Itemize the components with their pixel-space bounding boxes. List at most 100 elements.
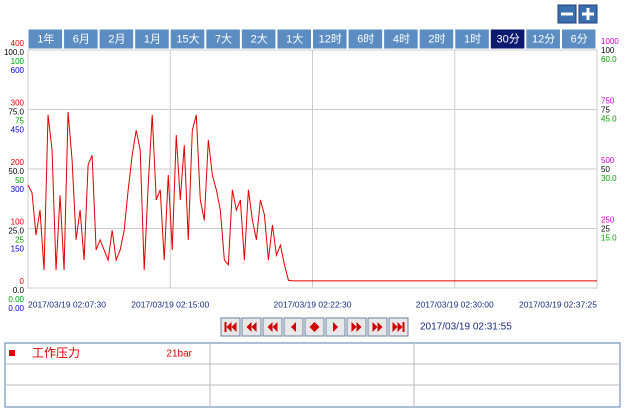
tab-label: 12时 — [319, 32, 342, 45]
y-tick-label: 100 — [11, 57, 25, 66]
tab-label: 6月 — [73, 33, 90, 45]
legend-reading: 21bar — [166, 349, 192, 360]
tab-label: 2大 — [251, 31, 268, 45]
y-tick-label: 100 — [11, 218, 25, 227]
y-tick-label: 25 — [15, 236, 24, 245]
x-tick-label: 2017/03/19 02:30:00 — [416, 299, 494, 309]
tab-background — [418, 28, 455, 50]
icon — [372, 322, 378, 332]
range-tab[interactable]: 6月 — [63, 28, 99, 50]
range-tab[interactable]: 2月 — [98, 28, 135, 50]
range-tab[interactable]: 2大 — [240, 28, 277, 50]
tab-background — [205, 28, 241, 50]
x-tick-label: 2017/03/19 02:15:00 — [131, 299, 209, 309]
nav-button[interactable] — [283, 317, 304, 337]
icon — [377, 322, 383, 332]
tab-label: 1大 — [286, 31, 303, 45]
tab-background — [383, 28, 419, 50]
tab-background — [169, 28, 206, 50]
nav-button[interactable] — [346, 317, 367, 337]
tab-label: 1年 — [37, 31, 54, 45]
tab-label: 2月 — [108, 33, 125, 45]
range-tab[interactable]: 2时 — [418, 28, 455, 50]
tab-label: 6分 — [571, 32, 588, 45]
y-tick-label: 50.0 — [8, 167, 24, 176]
icon — [272, 322, 278, 332]
nav-button[interactable] — [220, 317, 241, 337]
data-line — [27, 111, 597, 282]
nav-button[interactable] — [241, 317, 262, 337]
tab-label: 1月 — [144, 33, 161, 45]
icon — [226, 322, 232, 332]
range-tab[interactable]: 6分 — [560, 28, 597, 50]
nav-button[interactable] — [388, 317, 409, 337]
y-tick-label: 75.0 — [8, 108, 24, 117]
y-tick-label: 100.0 — [4, 48, 25, 57]
y-tick-label: 200 — [11, 158, 25, 167]
y-tick-label: 600 — [11, 66, 25, 75]
y-tick-label: 0 — [20, 277, 25, 286]
y-tick-label: 250 — [601, 216, 615, 225]
tab-background — [312, 28, 348, 50]
tab-background — [560, 28, 597, 50]
y-tick-label: 15.0 — [601, 234, 617, 243]
tab-label: 15大 — [176, 31, 199, 45]
range-tab[interactable]: 30分 — [489, 28, 526, 50]
tab-background — [240, 28, 277, 50]
tab-label: 2时 — [428, 32, 445, 45]
y-tick-label: 100 — [601, 46, 615, 55]
nav-button[interactable] — [262, 317, 283, 337]
y-tick-label: 50 — [601, 165, 610, 174]
tab-label: 1时 — [464, 32, 481, 45]
legend-name: 工作压力 — [32, 346, 80, 360]
range-tab[interactable]: 1月 — [134, 28, 170, 50]
icon — [309, 322, 315, 332]
range-tab[interactable]: 4时 — [383, 28, 419, 50]
range-tab[interactable]: 7大 — [205, 28, 241, 50]
y-tick-label: 0.00 — [8, 295, 24, 304]
x-tick-label: 2017/03/19 02:22:30 — [274, 299, 352, 309]
y-tick-label: 450 — [11, 126, 25, 135]
tab-label: 12分 — [532, 32, 555, 45]
nav-button[interactable] — [304, 317, 325, 337]
zoom-in-button[interactable] — [578, 4, 598, 24]
icon — [251, 322, 257, 332]
icon — [246, 322, 252, 332]
tab-background — [276, 28, 312, 50]
icon — [267, 322, 273, 332]
navigation-buttons — [220, 317, 409, 337]
nav-button[interactable] — [325, 317, 346, 337]
tab-label: 4时 — [393, 32, 410, 45]
y-tick-label: 1000 — [601, 37, 619, 46]
icon — [402, 322, 405, 332]
y-tick-label: 25 — [601, 225, 610, 234]
nav-button[interactable] — [367, 317, 388, 337]
zoom-out-button[interactable] — [557, 4, 577, 24]
tab-background — [525, 28, 561, 50]
range-tab[interactable]: 15大 — [169, 28, 206, 50]
x-tick-label: 2017/03/19 02:37:25 — [519, 299, 597, 309]
cursor-time: 2017/03/19 02:31:55 — [420, 322, 512, 333]
tab-background — [63, 28, 99, 50]
table-border — [4, 342, 621, 408]
tab-background — [347, 28, 384, 50]
y-tick-label: 30.0 — [601, 174, 617, 183]
y-tick-label: 75 — [601, 106, 610, 115]
range-tab[interactable]: 1大 — [276, 28, 312, 50]
tab-background — [134, 28, 170, 50]
icon — [291, 322, 296, 332]
range-tab[interactable]: 1年 — [27, 28, 64, 50]
y-tick-label: 500 — [601, 156, 615, 165]
y-tick-label: 75 — [15, 117, 24, 126]
y-tick-label: 400 — [11, 39, 25, 48]
icon — [314, 322, 320, 332]
range-tab[interactable]: 6时 — [347, 28, 384, 50]
icon — [397, 322, 403, 332]
icon — [333, 322, 338, 332]
range-tab[interactable]: 12分 — [525, 28, 561, 50]
range-tab[interactable]: 1时 — [454, 28, 490, 50]
range-tab[interactable]: 12时 — [312, 28, 348, 50]
y-tick-label: 50 — [15, 176, 24, 185]
y-tick-label: 60.0 — [601, 55, 617, 64]
